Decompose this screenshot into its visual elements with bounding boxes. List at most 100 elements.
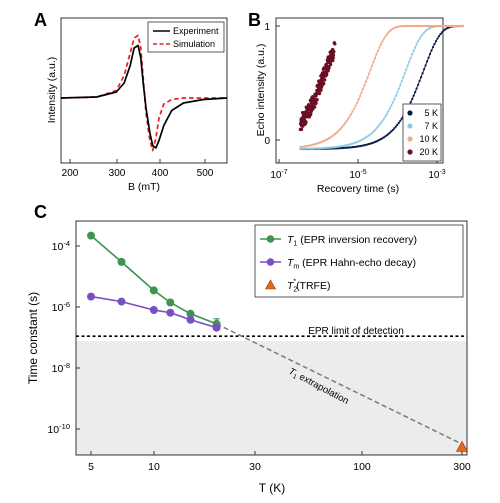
panel-c-ytick-label: 10-4 [52,239,70,253]
panel-c-point-t2star [455,440,469,452]
t2-text: (TRFE) [296,280,330,292]
panel-b-point-20k [315,98,319,102]
panel-b-point-20k [308,112,313,116]
panel-b-point-20k [331,53,336,57]
t1-text: (EPR inversion recovery) [297,234,417,246]
panel-b-xtick-label: 10-7 [270,169,287,181]
tm-sym: T [287,257,295,269]
panel-c-point-tm [166,308,175,317]
panel-c-ytick-label: 10-8 [52,361,70,375]
panel-a-xlabel: B (mT) [128,181,160,193]
panel-b-point-20k [299,127,304,132]
panel-c-point-tm [87,292,95,301]
panel-c-point-tm [117,297,126,306]
panel-c-line-t1 [90,234,217,325]
panel-c-point-t1 [87,231,95,240]
panel-c-below-detection-region [76,341,467,455]
panel-b-point-20k [332,50,336,54]
panel-c-point-tm [149,306,158,314]
panel-b-legend-marker-7k [407,123,413,129]
panel-c-legend-marker-t2star [264,279,277,290]
panel-b-xtick-label: 10-3 [428,169,445,181]
panel-b-fit-10k [300,25,463,148]
panel-b-point-20k [317,91,322,96]
tm-text: (EPR Hahn-echo decay) [299,257,416,269]
panel-b-xticks: 10-7 10-5 10-3 [270,159,446,181]
panel-c-point-t1 [166,298,175,307]
panel-c: C 10-4 10-6 10-8 10-10 5 10 30 100 300 T… [26,202,471,495]
panel-b-point-20k [328,62,333,67]
panel-b-point-20k [301,110,305,115]
panel-c-legend: T1 (EPR inversion recovery) Tm (EPR Hahn… [254,224,464,298]
panel-b-legend-marker-5k [407,110,413,116]
panel-b-point-20k [328,60,332,64]
panel-b-legend-marker-10k [407,136,413,142]
panel-c-xticks: 5 10 30 100 300 [88,451,471,473]
panel-c-ytick-label: 10-10 [47,422,70,436]
panel-c-point-tm [186,315,195,324]
panel-b: B 1 0 10-7 10-5 10-3 Recovery time (s) E… [248,10,464,195]
panel-b-point-20k [333,42,337,46]
panel-b-point-20k [331,56,335,60]
panel-b-point-20k [327,65,331,70]
panel-b-point-20k [325,72,329,77]
panel-a-xtick-label: 300 [109,168,126,179]
panel-c-point-t1 [117,257,126,266]
panel-b-ytick-label: 0 [264,136,270,147]
panel-c-letter: C [34,202,47,222]
panel-b-point-20k [319,88,323,92]
panel-b-point-20k [331,58,335,63]
panel-a-xtick-label: 400 [152,168,169,179]
panel-b-point-20k [322,81,326,86]
panel-c-legend-marker-tm [266,258,275,266]
panel-b-point-20k [308,104,312,108]
panel-b-point-20k [304,120,308,125]
panel-a-series [60,34,228,152]
panel-c-legend-label-t2star: T2*(TRFE) [287,279,330,294]
panel-c-point-tm [212,323,221,332]
panel-b-legend-label: 20 K [419,147,438,157]
panel-c-ytick-label: 10-6 [52,300,70,314]
panel-a-letter: A [34,10,47,30]
panel-c-series [87,231,469,452]
panel-c-frame [75,220,468,456]
panel-a-frame [60,17,228,164]
panel-b-letter: B [248,10,261,30]
tm-sub: m [293,264,299,271]
panel-a-legend: Experiment Simulation [147,21,225,53]
extrap-sub: 1 [291,373,298,381]
panel-c-legend-marker-t1 [266,235,275,243]
panel-c-xlabel: T (K) [259,481,285,495]
panel-a-xtick-label: 500 [197,168,214,179]
panel-b-ytick-label: 1 [264,22,270,33]
panel-a-xtick-label: 200 [62,168,79,179]
panel-b-legend-label: 10 K [419,134,438,144]
panel-c-line-tm [90,295,217,329]
panel-a-legend-label: Simulation [173,39,215,49]
panel-c-xtick-label: 100 [353,461,371,473]
panel-b-legend-label: 5 K [424,108,438,118]
panel-b-point-20k [314,101,318,105]
panel-b-point-20k [316,88,320,93]
panel-b-ylabel: Echo intensity (a.u.) [255,44,267,137]
panel-c-point-t1 [149,286,158,295]
panel-c-ylabel: Time constant (s) [26,292,40,384]
panel-c-legend-box [254,224,464,298]
panel-b-legend-marker-20k [407,149,413,155]
t2-sub: 2 [293,287,297,294]
panel-b-frame [275,17,444,164]
panel-b-point-20k [306,108,310,112]
panel-c-reference-lines [76,323,467,445]
panel-c-yticks: 10-4 10-6 10-8 10-10 [47,239,80,436]
t2-sup: * [293,279,296,286]
panel-a-line-experiment [60,44,228,149]
panel-a-ylabel: Intensity (a.u.) [46,57,58,124]
panel-c-xtick-label: 300 [453,461,471,473]
t1-sub: 1 [293,241,297,248]
panel-a-legend-label: Experiment [173,26,219,36]
panel-c-point-t1 [186,309,195,318]
panel-c-limit-label: EPR limit of detection [308,326,404,337]
panel-a-xticks: 200 300 400 500 [62,159,214,179]
t1-sym: T [287,234,295,246]
